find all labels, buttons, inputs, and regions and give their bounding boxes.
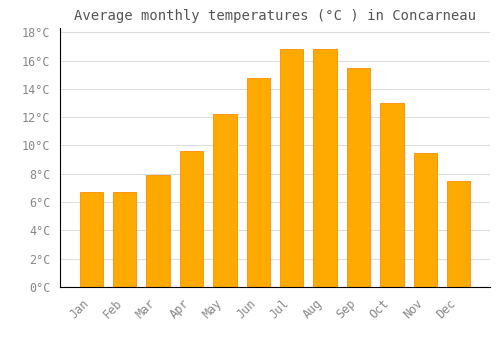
Bar bbox=[246, 78, 270, 287]
Bar bbox=[180, 151, 203, 287]
Bar bbox=[314, 49, 337, 287]
Bar bbox=[80, 192, 103, 287]
Bar bbox=[280, 49, 303, 287]
Bar bbox=[414, 153, 437, 287]
Title: Average monthly temperatures (°C ) in Concarneau: Average monthly temperatures (°C ) in Co… bbox=[74, 9, 476, 23]
Bar bbox=[347, 68, 370, 287]
Bar bbox=[213, 114, 236, 287]
Bar bbox=[146, 175, 170, 287]
Bar bbox=[447, 181, 470, 287]
Bar bbox=[380, 103, 404, 287]
Bar bbox=[113, 192, 136, 287]
